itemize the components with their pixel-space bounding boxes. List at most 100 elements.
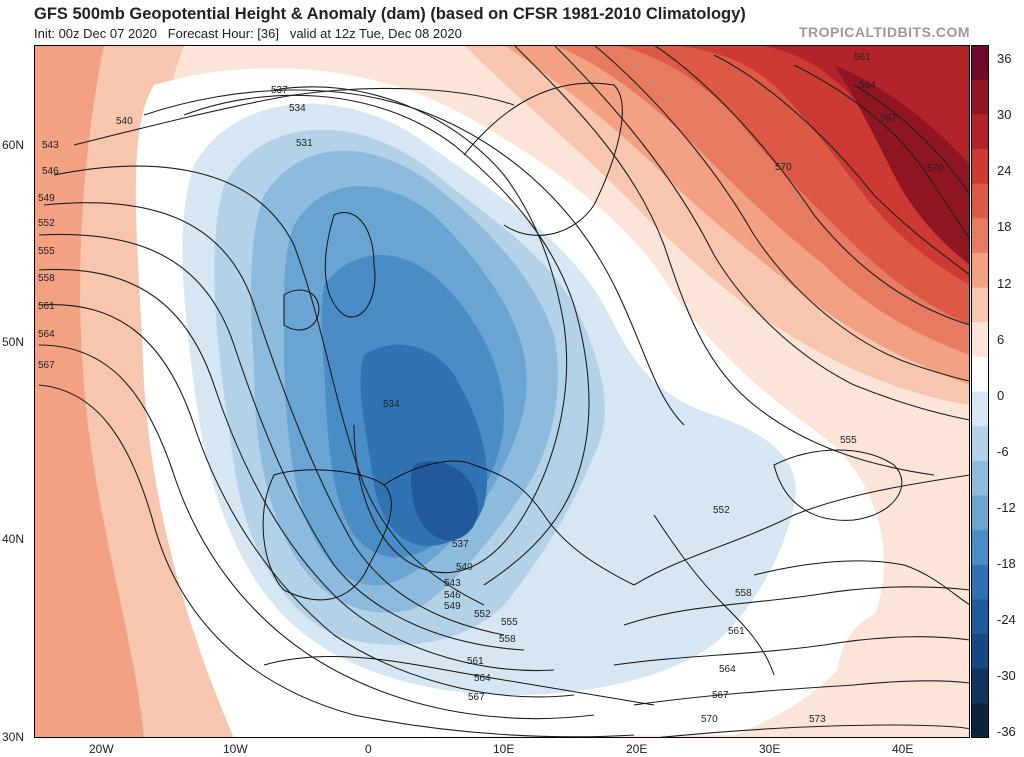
- contour-label: 540: [116, 116, 133, 127]
- colorbar-swatch: [971, 287, 989, 323]
- contour-label: 558: [38, 273, 55, 284]
- colorbar-swatch: [971, 703, 989, 738]
- contour-label: 570: [701, 714, 718, 725]
- anomaly-positive-se: [832, 605, 960, 738]
- colorbar-swatch: [971, 460, 989, 496]
- colorbar-tick-label: -36: [997, 724, 1016, 740]
- contour-label: 570: [775, 162, 792, 173]
- colorbar-swatch: [971, 634, 989, 670]
- contour-label: 564: [38, 329, 55, 340]
- contour-label: 567: [712, 690, 729, 701]
- coastlines: [262, 82, 970, 706]
- colorbar-swatch: [971, 495, 989, 531]
- height-contours: [38, 45, 970, 738]
- anomaly-positive-ne-8: [834, 65, 970, 265]
- contour-label: 552: [38, 218, 55, 229]
- colorbar-tick-label: 6: [997, 331, 1005, 347]
- site-credit: TROPICALTIDBITS.COM: [798, 24, 970, 40]
- contour-label: 561: [467, 656, 484, 667]
- valid-time: valid at 12z Tue, Dec 08 2020: [289, 26, 462, 41]
- colorbar-tick-label: 0: [997, 387, 1005, 403]
- contour-label: 555: [38, 246, 55, 257]
- contour-label: 564: [474, 673, 491, 684]
- contour-label: 567: [38, 360, 55, 371]
- contour-label: 564: [719, 664, 736, 675]
- contour-label: 537: [271, 85, 288, 96]
- contour-label: 552: [474, 609, 491, 620]
- init-time: Init: 00z Dec 07 2020: [34, 26, 157, 41]
- map-subtitle: Init: 00z Dec 07 2020 Forecast Hour: [36…: [34, 26, 462, 41]
- contour-label: 537: [452, 539, 469, 550]
- colorbar-tick-label: 30: [997, 107, 1012, 123]
- lon-label-40e: 40E: [892, 742, 914, 756]
- lon-label-20e: 20E: [626, 742, 648, 756]
- contour-label: 573: [809, 714, 826, 725]
- anomaly-positive-atlantic-2: [34, 45, 144, 738]
- colorbar-swatch: [971, 45, 989, 81]
- colorbar-swatch: [971, 79, 989, 115]
- lon-label-10e: 10E: [493, 742, 515, 756]
- contour-label: 531: [296, 138, 313, 149]
- colorbar-tick-label: -18: [997, 556, 1016, 571]
- colorbar-swatch: [971, 252, 989, 289]
- contour-label: 561: [728, 626, 745, 637]
- colorbar-tick-label: -24: [997, 612, 1016, 628]
- colorbar-border: [971, 45, 989, 738]
- contour-label: 546: [42, 166, 59, 177]
- colorbar-tick-label: -6: [997, 443, 1009, 459]
- anomaly-map: 537 534 531 540 543 546 549 552 555 558 …: [34, 45, 970, 738]
- colorbar-swatch: [971, 183, 989, 219]
- colorbar-swatch: [971, 564, 989, 600]
- lon-label-30e: 30E: [759, 742, 781, 756]
- contour-label: 561: [854, 52, 871, 63]
- contour-label: 534: [289, 103, 306, 114]
- colorbar-tick-label: 18: [997, 219, 1012, 235]
- anomaly-positive-ne-7: [754, 45, 970, 255]
- colorbar-swatch: [971, 114, 989, 150]
- lat-label-40n: 40N: [2, 532, 25, 546]
- contour-label: 558: [735, 588, 752, 599]
- contour-label: 564: [859, 80, 876, 91]
- colorbar-tick-label: 36: [997, 51, 1012, 66]
- lon-label-0: 0: [365, 742, 372, 756]
- contour-label: 549: [444, 601, 461, 612]
- contour-labels: 537 534 531 540 543 546 549 552 555 558 …: [38, 52, 944, 725]
- colorbar-swatch: [971, 322, 989, 358]
- contour-label: 555: [840, 435, 857, 446]
- contour-label: 561: [38, 301, 55, 312]
- colorbar-swatch: [971, 218, 989, 254]
- contour-label: 546: [444, 590, 461, 601]
- colorbar-tick-label: 12: [997, 275, 1012, 291]
- colorbar-tick-label: -30: [997, 668, 1016, 684]
- colorbar-tick-label: 24: [997, 163, 1012, 179]
- colorbar-swatch: [971, 356, 989, 392]
- colorbar: [971, 45, 989, 738]
- contour-label: 540: [456, 562, 473, 573]
- anomaly-negative-7: [410, 461, 478, 541]
- contour-label: 555: [501, 617, 518, 628]
- contour-label: 558: [499, 634, 516, 645]
- forecast-hour: Forecast Hour: [36]: [167, 26, 279, 41]
- contour-label: 552: [713, 505, 730, 516]
- contour-label: 570: [927, 163, 944, 174]
- contour-label: 567: [880, 113, 897, 124]
- contour-label: 543: [444, 578, 461, 589]
- lat-label-60n: 60N: [2, 138, 25, 152]
- contour-label: 534: [383, 399, 400, 410]
- contour-label: 543: [42, 140, 59, 151]
- colorbar-swatch: [971, 530, 989, 566]
- colorbar-swatch: [971, 391, 989, 427]
- contour-label: 567: [468, 692, 485, 703]
- colorbar-swatch: [971, 426, 989, 462]
- colorbar-swatch: [971, 668, 989, 704]
- colorbar-tick-label: -12: [997, 499, 1016, 515]
- lat-label-50n: 50N: [2, 335, 25, 349]
- lon-label-20w: 20W: [89, 742, 114, 756]
- contour-label: 549: [38, 193, 55, 204]
- lat-label-30n: 30N: [2, 730, 25, 744]
- colorbar-swatch: [971, 148, 989, 185]
- map-title: GFS 500mb Geopotential Height & Anomaly …: [34, 5, 746, 23]
- lon-label-10w: 10W: [223, 742, 248, 756]
- colorbar-swatch: [971, 599, 989, 635]
- map-frame: [34, 45, 970, 738]
